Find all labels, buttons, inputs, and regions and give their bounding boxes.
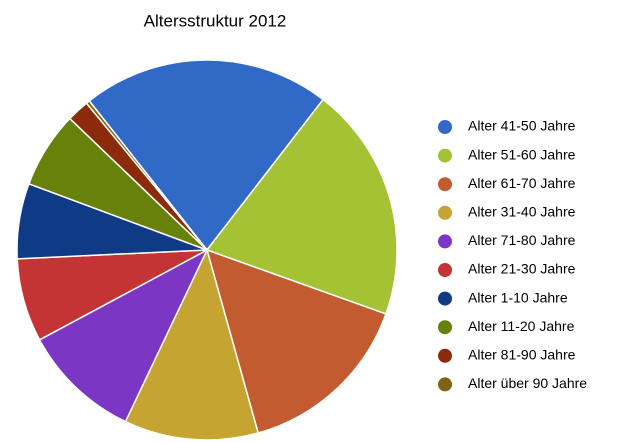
pie-slice: [205, 248, 387, 434]
legend-swatch: [438, 263, 452, 277]
legend-label: Alter 61-70 Jahre: [468, 175, 576, 191]
legend-swatch: [438, 177, 452, 192]
legend-label: Alter 51-60 Jahre: [468, 146, 576, 162]
legend-swatch: [438, 320, 452, 335]
pie-slice: [38, 248, 209, 423]
legend-swatch: [438, 291, 452, 306]
pie-slice: [124, 247, 260, 441]
legend-swatch: [438, 205, 452, 220]
legend-swatch: [438, 377, 452, 392]
legend-label: Alter über 90 Jahre: [468, 375, 587, 391]
legend-label: Alter 21-30 Jahre: [468, 261, 576, 277]
chart-title: Altersstruktur 2012: [144, 11, 287, 30]
legend-label: Alter 41-50 Jahre: [468, 118, 576, 134]
pie-slice: [88, 59, 325, 252]
pie-slice: [205, 98, 398, 315]
legend-swatch: [438, 348, 452, 363]
legend-swatch: [438, 148, 452, 163]
legend-swatch: [438, 234, 452, 249]
legend-label: Alter 71-80 Jahre: [468, 232, 576, 248]
legend-label: Alter 1-10 Jahre: [468, 289, 568, 305]
legend-label: Alter 11-20 Jahre: [468, 318, 575, 334]
legend-label: Alter 81-90 Jahre: [468, 347, 576, 363]
legend-label: Alter 31-40 Jahre: [468, 204, 576, 220]
pie-slice: [85, 99, 208, 251]
legend-swatch: [438, 120, 452, 134]
